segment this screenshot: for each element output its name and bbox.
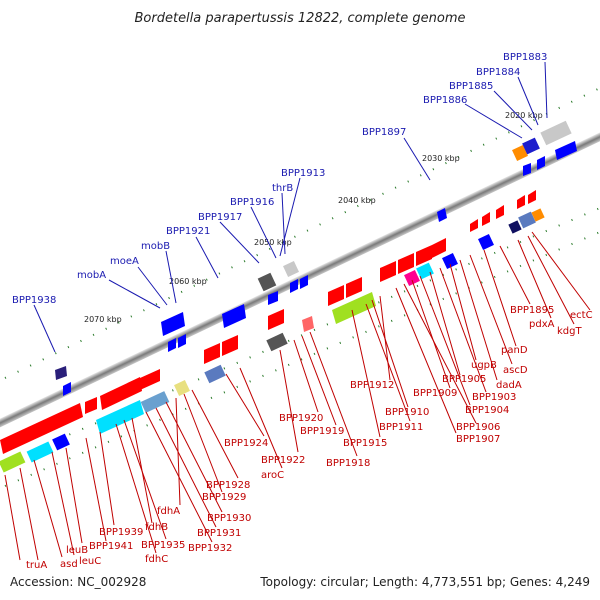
gene-label-ugpB: ugpB <box>471 360 497 371</box>
top-label-leaders <box>33 61 548 353</box>
genome-summary-text: Topology: circular; Length: 4,773,551 bp… <box>259 575 590 589</box>
gene-label-aroC: aroC <box>261 470 284 481</box>
gene-label-BPP1895: BPP1895 <box>510 305 554 316</box>
scale-label: 2030 kbp <box>422 154 460 163</box>
gene-label-leuC: leuC <box>79 556 101 567</box>
gene-label-fdhA: fdhA <box>157 506 180 517</box>
gene-label-BPP1904: BPP1904 <box>465 405 509 416</box>
scale-labels: 2020 kbp 2030 kbp 2040 kbp 2050 kbp 2060… <box>84 111 543 324</box>
gene-label-fdhB: fdhB <box>145 522 168 533</box>
gene-label-moeA: moeA <box>110 256 139 267</box>
gene-label-truA: truA <box>26 560 47 571</box>
gene-label-BPP1885: BPP1885 <box>449 81 493 92</box>
scale-label: 2060 kbp <box>169 277 207 286</box>
gene-label-BPP1931: BPP1931 <box>197 528 241 539</box>
gene-label-BPP1935: BPP1935 <box>141 540 185 551</box>
top-strand-genes <box>55 120 577 396</box>
bottom-label-leaders <box>4 231 591 561</box>
gene-label-pdxA: pdxA <box>529 319 555 330</box>
gene-label-ascD: ascD <box>503 365 528 376</box>
gene-label-leuB: leuB <box>66 545 88 556</box>
gene-label-mobA: mobA <box>77 270 106 281</box>
gene-label-BPP1919: BPP1919 <box>300 426 344 437</box>
gene-label-BPP1918: BPP1918 <box>326 458 370 469</box>
gene-label-BPP1884: BPP1884 <box>476 67 520 78</box>
gene-label-BPP1928: BPP1928 <box>206 480 250 491</box>
gene-label-BPP1939: BPP1939 <box>99 527 143 538</box>
genome-title: Bordetella parapertussis 12822, complete… <box>135 11 466 26</box>
gene-label-ectC: ectC <box>570 310 593 321</box>
bottom-strand-genes <box>0 190 545 473</box>
gene-label-BPP1905: BPP1905 <box>442 374 486 385</box>
gene-label-asd: asd <box>60 559 78 570</box>
scale-label: 2040 kbp <box>338 196 376 205</box>
gene-label-BPP1920: BPP1920 <box>279 413 323 424</box>
accession-text: Accession: NC_002928 <box>10 575 146 589</box>
gene-label-fdhC: fdhC <box>145 554 168 565</box>
gene-label-BPP1912: BPP1912 <box>350 380 394 391</box>
gene-label-BPP1916: BPP1916 <box>230 197 274 208</box>
gene-label-BPP1909: BPP1909 <box>413 388 457 399</box>
gene-label-kdgT: kdgT <box>557 326 582 337</box>
gene-label-BPP1932: BPP1932 <box>188 543 232 554</box>
gene-label-BPP1922: BPP1922 <box>261 455 305 466</box>
gene-label-BPP1915: BPP1915 <box>343 438 387 449</box>
gene-label-dadA: dadA <box>496 380 522 391</box>
gene-label-BPP1921: BPP1921 <box>166 226 210 237</box>
scale-label: 2050 kbp <box>254 238 292 247</box>
gene-label-BPP1929: BPP1929 <box>202 492 246 503</box>
gene-label-BPP1938: BPP1938 <box>12 295 56 306</box>
gene-label-mobB: mobB <box>141 241 170 252</box>
scale-label: 2020 kbp <box>505 111 543 120</box>
gene-label-BPP1883: BPP1883 <box>503 52 547 63</box>
gene-label-BPP1913: BPP1913 <box>281 168 325 179</box>
gene-label-BPP1906: BPP1906 <box>456 422 500 433</box>
gene-label-BPP1910: BPP1910 <box>385 407 429 418</box>
top-strand-labels: BPP1883 BPP1884 BPP1885 BPP1886 BPP1897 … <box>12 52 547 306</box>
gene-label-panD: panD <box>501 345 528 356</box>
bottom-strand-labels: ectC kdgT pdxA BPP1895 panD ascD dadA ug… <box>26 305 593 571</box>
gene-label-thrB: thrB <box>272 183 293 194</box>
gene-label-BPP1903: BPP1903 <box>472 392 516 403</box>
gene-label-BPP1917: BPP1917 <box>198 212 242 223</box>
gene-label-BPP1924: BPP1924 <box>224 438 268 449</box>
gene-label-BPP1911: BPP1911 <box>379 422 423 433</box>
gene-label-BPP1941: BPP1941 <box>89 541 133 552</box>
scale-label: 2070 kbp <box>84 315 122 324</box>
gene-label-BPP1897: BPP1897 <box>362 127 406 138</box>
gene-label-BPP1930: BPP1930 <box>207 513 251 524</box>
gene-label-BPP1886: BPP1886 <box>423 95 467 106</box>
gene-label-BPP1907: BPP1907 <box>456 434 500 445</box>
